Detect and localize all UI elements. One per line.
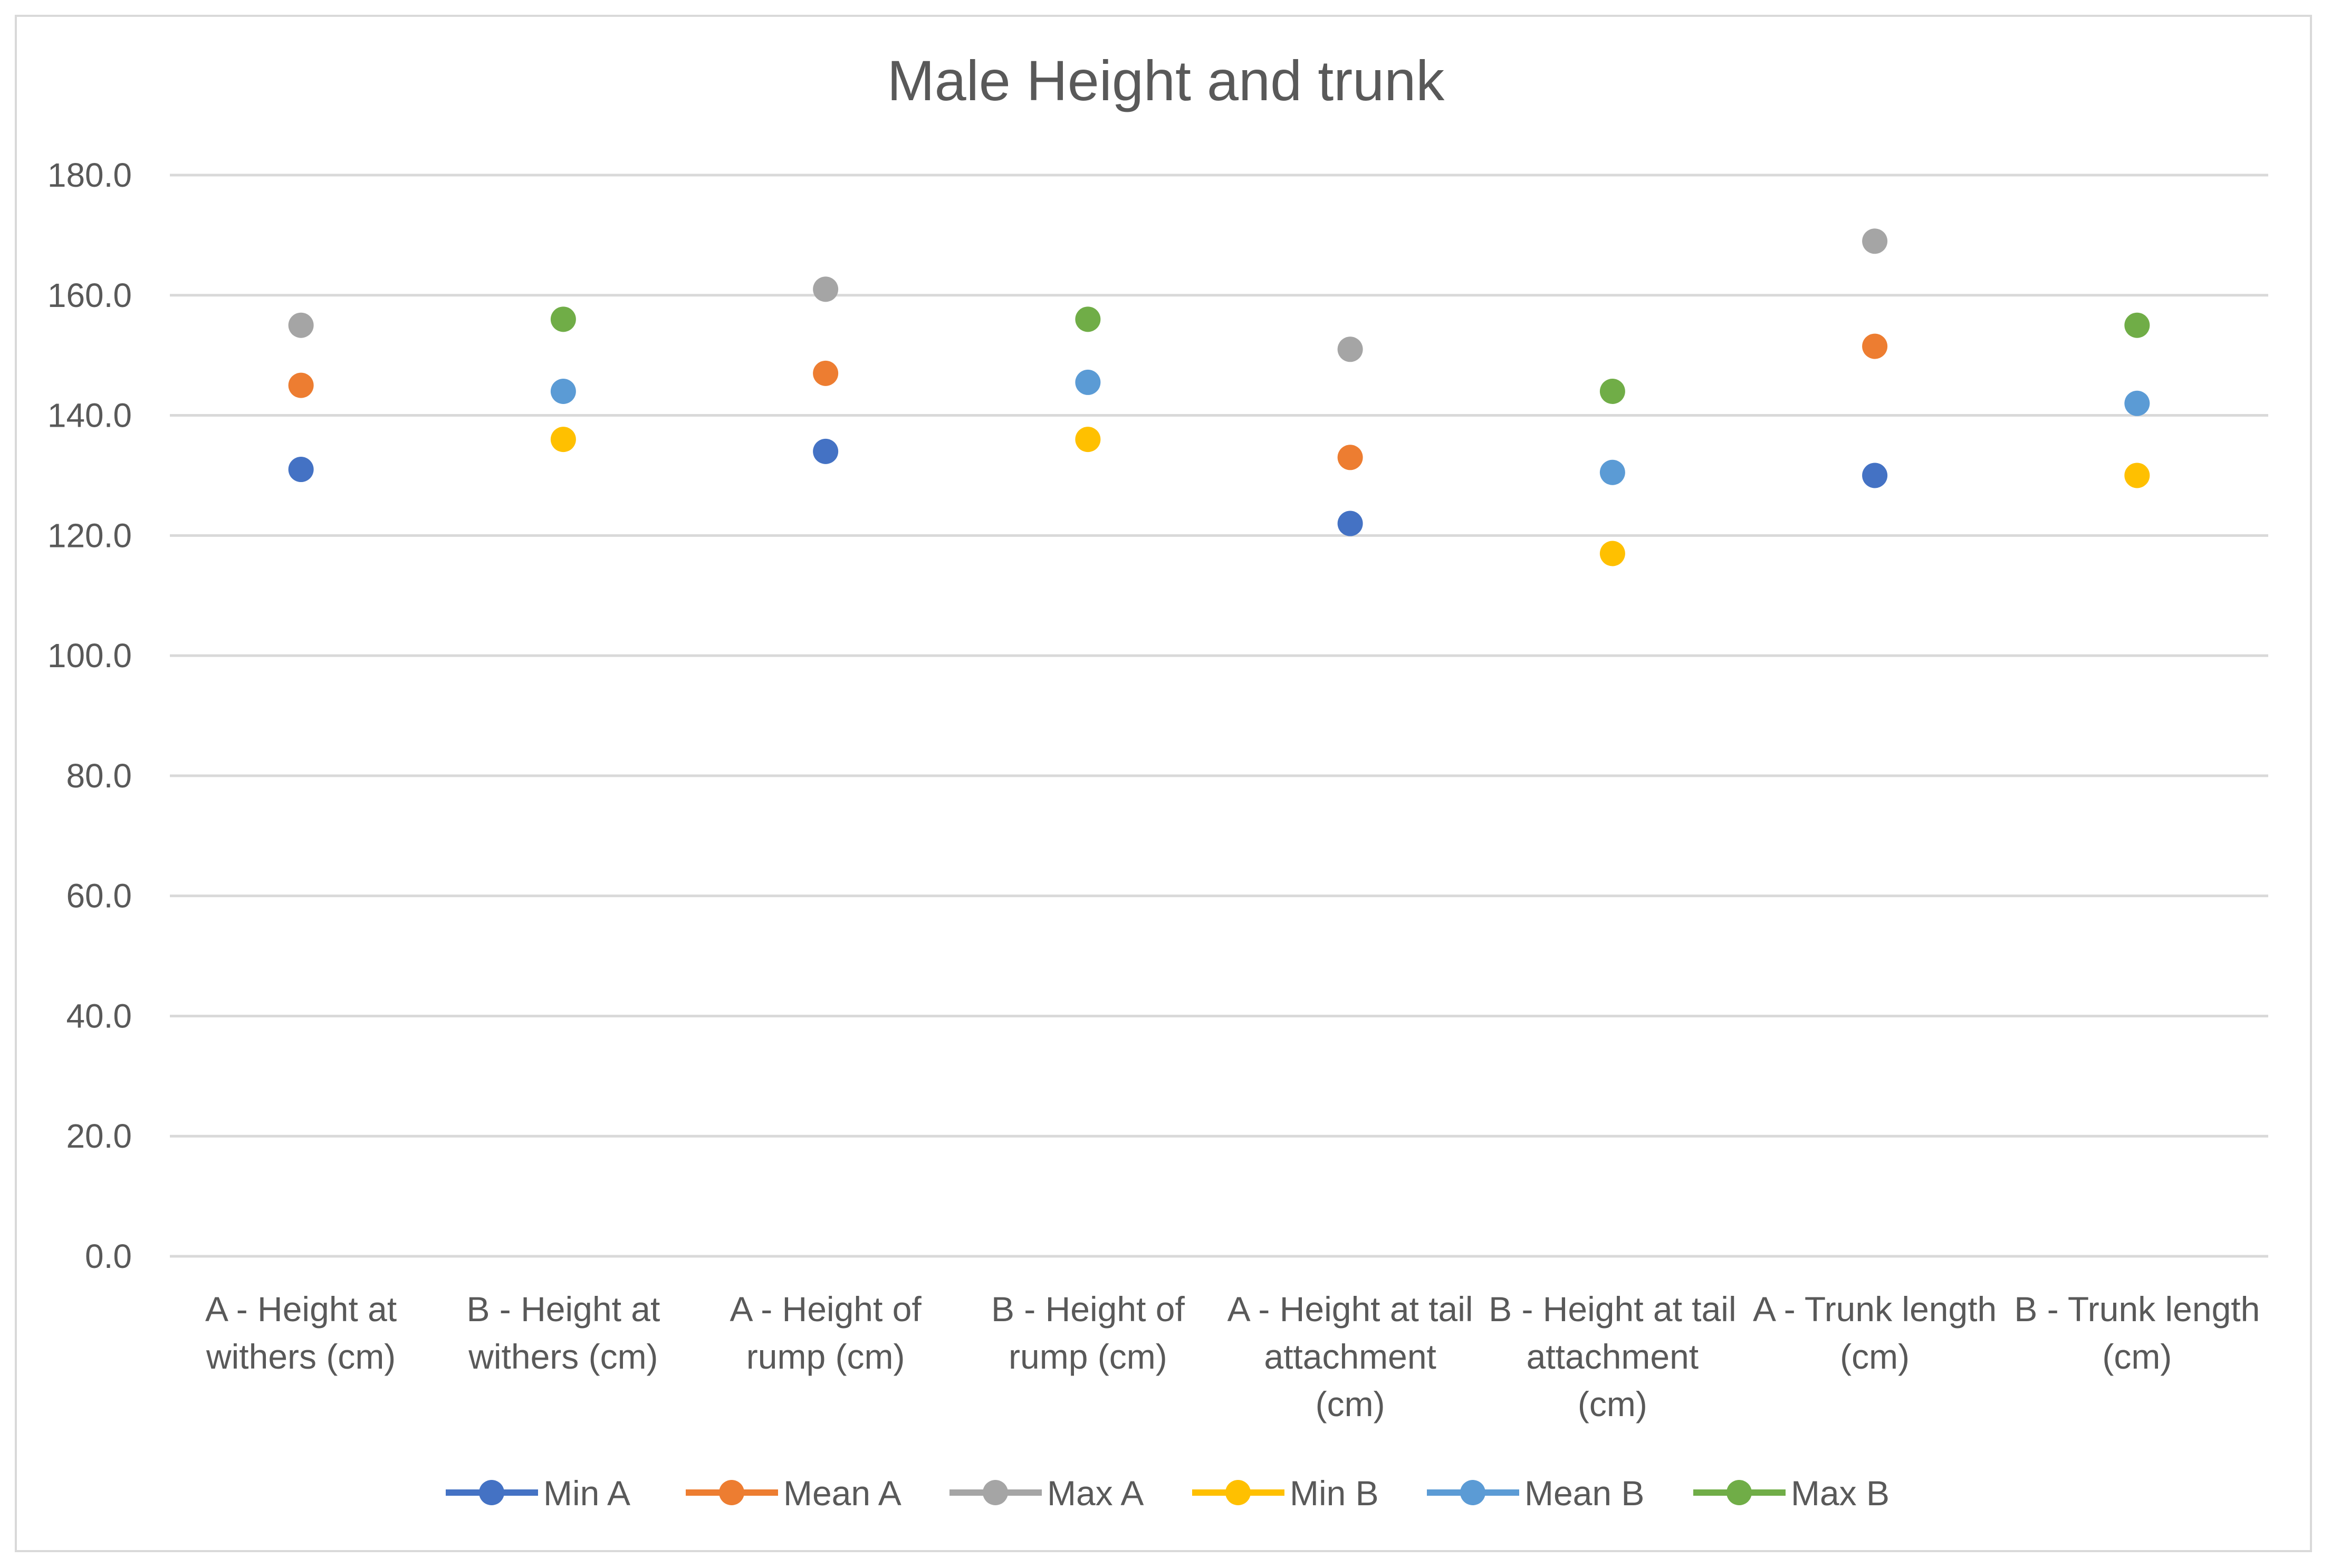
x-category-label: B - Trunk length (cm) <box>2014 1290 2260 1376</box>
legend-marker <box>983 1480 1008 1505</box>
data-point-min-b <box>1599 541 1625 566</box>
legend-item: Min B <box>1192 1474 1379 1513</box>
gridlines <box>170 174 2268 1258</box>
legend-marker <box>1460 1480 1485 1505</box>
data-point-max-a <box>1862 228 1888 254</box>
x-category-label: A - Height at withers (cm) <box>205 1290 397 1376</box>
legend-label: Min B <box>1290 1474 1379 1513</box>
data-point-mean-a <box>1862 333 1888 359</box>
data-point-min-b <box>2124 463 2150 488</box>
y-axis-ticks: 0.0 20.0 40.0 60.0 80.0 100.0 120.0 140.0 160.0 1… <box>47 156 132 1275</box>
data-points <box>288 228 2150 566</box>
data-point-max-b <box>550 306 576 332</box>
data-point-mean-b <box>2124 390 2150 416</box>
data-point-max-b <box>1075 306 1101 332</box>
data-point-min-b <box>1075 427 1101 453</box>
legend-marker <box>719 1480 744 1505</box>
data-point-max-b <box>1599 379 1625 404</box>
data-point-mean-b <box>550 379 576 404</box>
x-category-label: B - Height of rump (cm) <box>991 1290 1185 1376</box>
data-point-max-a <box>813 276 839 302</box>
chart-frame <box>15 15 2312 1552</box>
legend-label: Min A <box>543 1474 630 1513</box>
legend-item: Mean A <box>686 1474 901 1513</box>
legend-label: Mean A <box>783 1474 901 1513</box>
data-point-mean-a <box>1337 445 1363 470</box>
y-tick-label: 80.0 <box>66 757 132 795</box>
legend-label: Mean B <box>1524 1474 1644 1513</box>
y-tick-label: 60.0 <box>66 877 132 915</box>
y-tick-label: 0.0 <box>85 1237 132 1275</box>
data-point-max-b <box>2124 312 2150 338</box>
y-tick-label: 20.0 <box>66 1117 132 1155</box>
legend-marker <box>479 1480 504 1505</box>
legend-marker <box>1726 1480 1752 1505</box>
data-point-min-b <box>550 427 576 453</box>
x-category-label: A - Trunk length (cm) <box>1753 1290 1997 1376</box>
legend-item: Mean B <box>1427 1474 1644 1513</box>
x-category-label: A - Height of rump (cm) <box>730 1290 922 1376</box>
legend: Min A Mean A Max A Min B Mean B Max B <box>446 1474 1889 1513</box>
y-tick-label: 160.0 <box>47 276 132 314</box>
y-tick-label: 120.0 <box>47 516 132 554</box>
data-point-mean-a <box>813 360 839 386</box>
data-point-max-a <box>1337 336 1363 362</box>
legend-label: Max B <box>1791 1474 1889 1513</box>
legend-label: Max A <box>1047 1474 1144 1513</box>
y-tick-label: 140.0 <box>47 397 132 435</box>
legend-item: Max B <box>1693 1474 1889 1513</box>
data-point-min-a <box>1862 463 1888 488</box>
data-point-mean-a <box>288 372 314 398</box>
data-point-min-a <box>813 438 839 464</box>
x-category-label: B - Height at withers (cm) <box>466 1290 660 1376</box>
chart-title: Male Height and trunk <box>887 49 1445 112</box>
legend-marker <box>1225 1480 1251 1505</box>
data-point-mean-b <box>1075 369 1101 395</box>
legend-item: Min A <box>446 1474 630 1513</box>
x-axis-labels: A - Height at withers (cm) B - Height at wi… <box>205 1290 2260 1423</box>
legend-item: Max A <box>949 1474 1144 1513</box>
y-tick-label: 100.0 <box>47 637 132 675</box>
data-point-min-a <box>288 457 314 483</box>
x-category-label: B - Height at tail attachment (cm) <box>1489 1290 1737 1423</box>
data-point-mean-b <box>1599 459 1625 485</box>
x-category-label: A - Height at tail attachment (cm) <box>1227 1290 1473 1423</box>
data-point-max-a <box>288 312 314 338</box>
y-tick-label: 180.0 <box>47 156 132 194</box>
y-tick-label: 40.0 <box>66 997 132 1035</box>
data-point-min-a <box>1337 511 1363 536</box>
